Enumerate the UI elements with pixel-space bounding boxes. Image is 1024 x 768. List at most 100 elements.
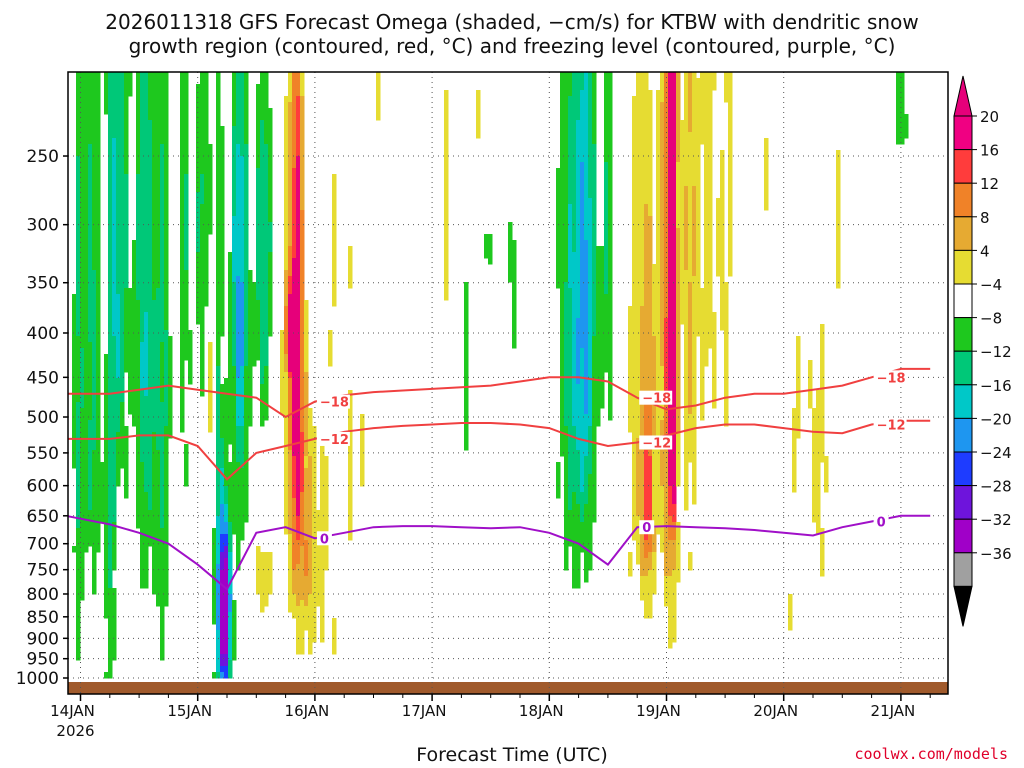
omega-cell xyxy=(636,318,641,325)
omega-cell xyxy=(116,186,121,193)
omega-cell xyxy=(312,426,317,433)
omega-cell xyxy=(588,288,593,295)
omega-cell xyxy=(464,318,469,325)
omega-cell xyxy=(564,144,569,151)
omega-cell xyxy=(240,90,245,97)
omega-cell xyxy=(296,180,301,187)
omega-cell xyxy=(308,444,313,451)
omega-cell xyxy=(80,276,85,283)
omega-cell xyxy=(220,384,225,391)
omega-cell xyxy=(292,150,297,157)
omega-cell xyxy=(124,432,129,439)
omega-cell xyxy=(140,168,145,175)
omega-cell xyxy=(572,138,577,145)
omega-cell xyxy=(144,108,149,115)
omega-cell xyxy=(72,414,77,421)
omega-cell xyxy=(300,642,305,649)
omega-cell xyxy=(300,546,305,553)
omega-cell xyxy=(284,210,289,217)
omega-cell xyxy=(76,378,81,385)
omega-cell xyxy=(564,174,569,181)
omega-cell xyxy=(144,234,149,241)
omega-cell xyxy=(128,372,133,379)
omega-cell xyxy=(140,264,145,271)
omega-cell xyxy=(144,414,149,421)
omega-cell xyxy=(584,378,589,385)
omega-cell xyxy=(184,288,189,295)
omega-cell xyxy=(632,234,637,241)
omega-cell xyxy=(572,132,577,139)
omega-cell xyxy=(76,216,81,223)
omega-cell xyxy=(88,360,93,367)
omega-cell xyxy=(628,570,633,577)
omega-cell xyxy=(556,246,561,253)
omega-cell xyxy=(640,258,645,265)
omega-cell xyxy=(568,408,573,415)
omega-cell xyxy=(576,282,581,289)
omega-cell xyxy=(588,348,593,355)
omega-cell xyxy=(152,318,157,325)
omega-cell xyxy=(608,318,613,325)
omega-cell xyxy=(200,198,205,205)
omega-cell xyxy=(568,234,573,241)
omega-cell xyxy=(112,648,117,655)
omega-cell xyxy=(564,210,569,217)
omega-cell xyxy=(144,402,149,409)
omega-cell xyxy=(164,504,169,511)
omega-cell xyxy=(216,204,221,211)
omega-cell xyxy=(92,114,97,121)
omega-cell xyxy=(640,462,645,469)
omega-cell xyxy=(220,246,225,253)
omega-cell xyxy=(220,492,225,499)
omega-cell xyxy=(444,162,449,169)
omega-cell xyxy=(572,570,577,577)
omega-cell xyxy=(92,204,97,211)
omega-cell xyxy=(348,510,353,517)
omega-cell xyxy=(220,636,225,643)
omega-cell xyxy=(464,426,469,433)
omega-cell xyxy=(288,558,293,565)
omega-cell xyxy=(572,78,577,85)
omega-cell xyxy=(632,180,637,187)
omega-cell xyxy=(592,228,597,235)
omega-cell xyxy=(164,240,169,247)
omega-cell xyxy=(588,204,593,211)
omega-cell xyxy=(140,156,145,163)
omega-cell xyxy=(152,180,157,187)
omega-cell xyxy=(576,366,581,373)
omega-cell xyxy=(292,120,297,127)
omega-cell xyxy=(308,528,313,535)
omega-cell xyxy=(568,510,573,517)
omega-cell xyxy=(228,432,233,439)
omega-cell xyxy=(600,264,605,271)
omega-cell xyxy=(636,84,641,91)
omega-cell xyxy=(628,342,633,349)
omega-cell xyxy=(76,462,81,469)
omega-cell xyxy=(572,354,577,361)
omega-cell xyxy=(292,174,297,181)
omega-cell xyxy=(236,312,241,319)
omega-cell xyxy=(140,552,145,559)
omega-cell xyxy=(196,198,201,205)
omega-cell xyxy=(96,258,101,265)
omega-cell xyxy=(144,78,149,85)
omega-cell xyxy=(560,144,565,151)
omega-cell xyxy=(604,342,609,349)
omega-cell xyxy=(636,402,641,409)
omega-cell xyxy=(604,90,609,97)
omega-cell xyxy=(256,546,261,553)
omega-cell xyxy=(228,288,233,295)
omega-cell xyxy=(228,492,233,499)
omega-cell xyxy=(572,498,577,505)
omega-cell xyxy=(140,132,145,139)
omega-cell xyxy=(288,114,293,121)
omega-cell xyxy=(112,402,117,409)
omega-cell xyxy=(488,252,493,259)
omega-cell xyxy=(348,396,353,403)
omega-cell xyxy=(304,612,309,619)
omega-cell xyxy=(228,498,233,505)
omega-cell xyxy=(160,486,165,493)
omega-cell xyxy=(120,90,125,97)
omega-cell xyxy=(88,462,93,469)
omega-cell xyxy=(140,570,145,577)
